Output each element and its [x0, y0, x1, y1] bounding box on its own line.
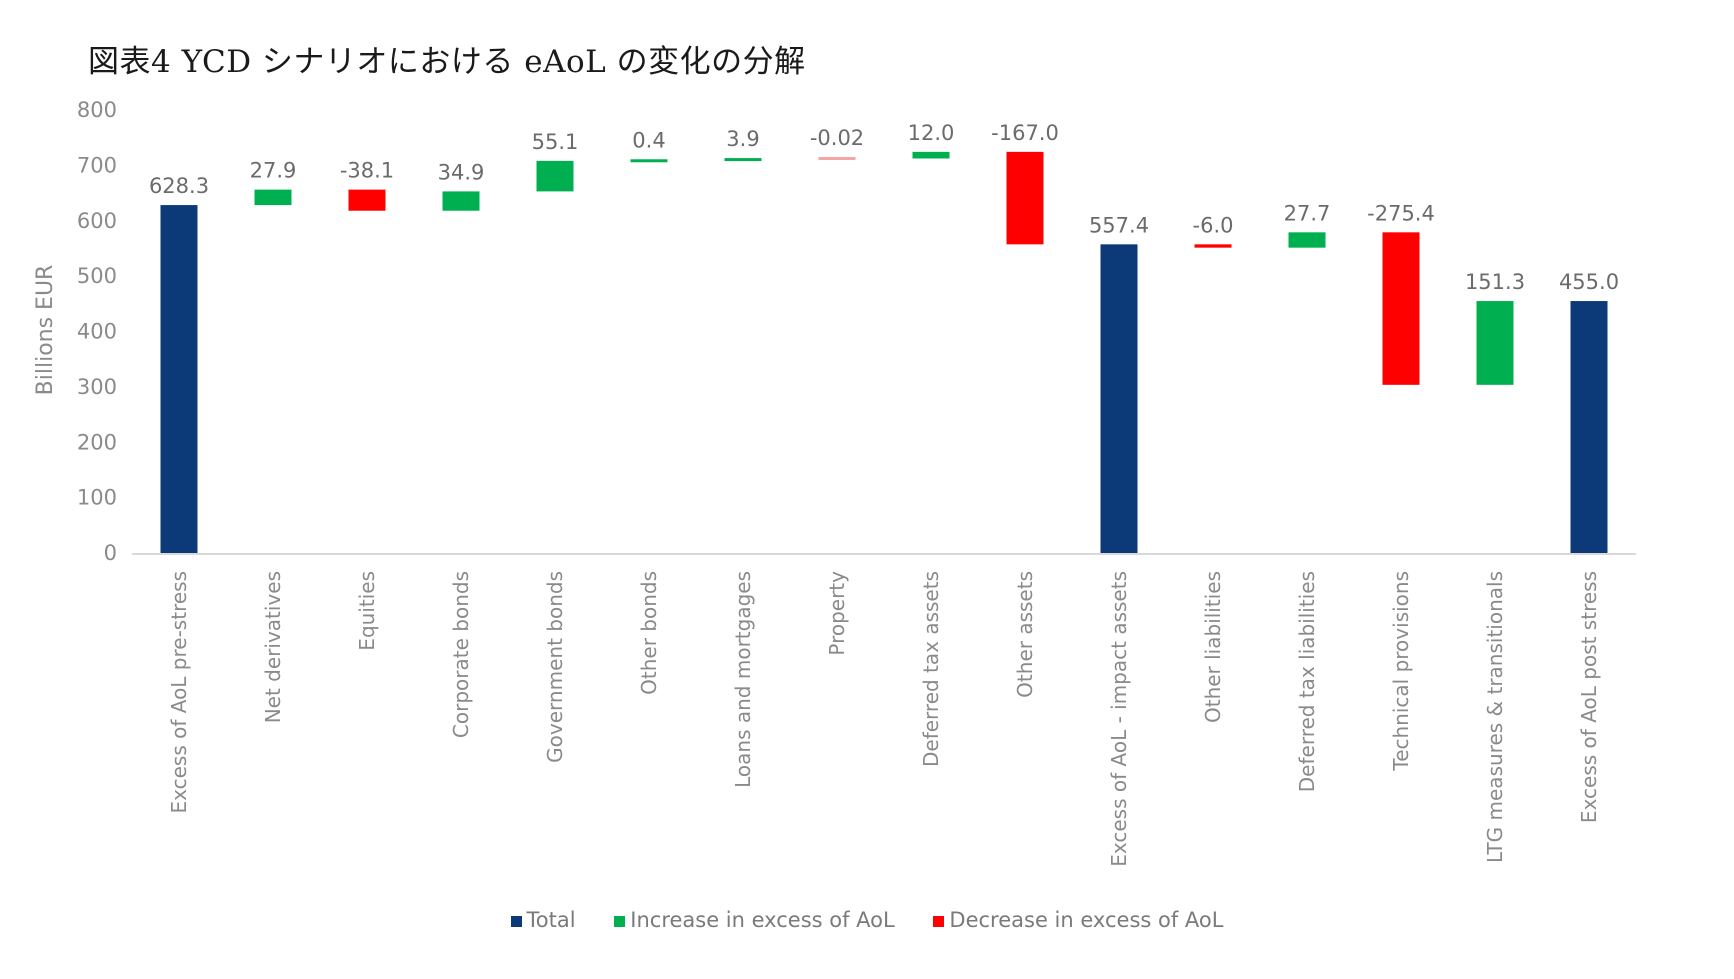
data-label: 0.4: [632, 128, 665, 152]
data-label: -275.4: [1367, 201, 1435, 225]
category-label: Deferred tax liabilities: [1295, 571, 1319, 792]
data-label: -167.0: [991, 121, 1059, 145]
bar-increase: [630, 159, 668, 163]
data-label: 55.1: [532, 130, 579, 154]
bar-total: [1570, 301, 1608, 553]
bar-increase: [536, 160, 574, 192]
bar-increase: [1476, 301, 1514, 385]
category-label: Excess of AoL post stress: [1577, 571, 1601, 823]
bar-increase: [912, 151, 950, 159]
data-label: 151.3: [1465, 270, 1525, 294]
y-axis-ticks: 0 100 200 300 400 500 600 700 800: [77, 98, 117, 565]
data-label: 27.9: [250, 159, 297, 183]
data-label: -0.02: [810, 126, 864, 150]
category-label: Government bonds: [543, 571, 567, 763]
data-label: 34.9: [438, 160, 485, 184]
data-label: 3.9: [726, 127, 759, 151]
category-label: Other assets: [1013, 571, 1037, 698]
data-labels-group: 628.3 27.9 -38.1 34.9 55.1 0.4 3.9 -0.02 12.0 -16…: [149, 121, 1619, 294]
category-label: Loans and mortgages: [731, 571, 755, 788]
y-tick-label: 100: [77, 486, 117, 510]
category-label: Other bonds: [637, 571, 661, 695]
bar-decrease: [1194, 244, 1232, 248]
y-tick-label: 200: [77, 430, 117, 454]
legend-label-total: Total: [526, 908, 576, 932]
bar-increase: [254, 189, 292, 206]
y-tick-label: 0: [104, 541, 117, 565]
bar-increase: [1288, 232, 1326, 248]
bar-increase: [442, 191, 480, 211]
data-label: -38.1: [340, 159, 394, 183]
bar-decrease: [348, 189, 386, 211]
category-label: Other liabilities: [1201, 571, 1225, 723]
legend-swatch-decrease: [933, 915, 945, 927]
legend: Total Increase in excess of AoL Decrease…: [0, 908, 1734, 932]
category-label: Deferred tax assets: [919, 571, 943, 767]
legend-swatch-total: [510, 915, 522, 927]
legend-item-decrease: Decrease in excess of AoL: [933, 908, 1223, 932]
y-tick-label: 700: [77, 153, 117, 177]
legend-label-decrease: Decrease in excess of AoL: [949, 908, 1224, 932]
category-label: Technical provisions: [1389, 571, 1413, 772]
category-label: Equities: [355, 571, 379, 651]
bar-decrease: [818, 157, 856, 161]
data-label: 12.0: [908, 121, 955, 145]
category-labels-group: Excess of AoL pre-stress Net derivatives E…: [167, 571, 1601, 867]
bar-increase: [724, 158, 762, 162]
bars-group: [160, 151, 1608, 554]
y-tick-label: 800: [77, 98, 117, 122]
bar-total: [1100, 244, 1138, 553]
data-label: 628.3: [149, 174, 209, 198]
category-label: Excess of AoL pre-stress: [167, 571, 191, 814]
category-label: Property: [825, 571, 849, 656]
category-label: Corporate bonds: [449, 571, 473, 738]
y-tick-label: 400: [77, 320, 117, 344]
legend-label-increase: Increase in excess of AoL: [630, 908, 895, 932]
legend-item-increase: Increase in excess of AoL: [614, 908, 895, 932]
legend-swatch-increase: [614, 915, 626, 927]
y-tick-label: 500: [77, 264, 117, 288]
data-label: -6.0: [1193, 213, 1234, 237]
bar-total: [160, 205, 198, 554]
data-label: 455.0: [1559, 270, 1619, 294]
y-tick-label: 300: [77, 375, 117, 399]
bar-decrease: [1006, 151, 1044, 245]
category-label: LTG measures & transitionals: [1483, 571, 1507, 863]
y-axis-label: Billions EUR: [33, 265, 58, 396]
legend-item-total: Total: [510, 908, 576, 932]
y-tick-label: 600: [77, 209, 117, 233]
waterfall-chart: 0 100 200 300 400 500 600 700 800 Billions EUR 6…: [33, 98, 1636, 867]
data-label: 27.7: [1284, 201, 1331, 225]
category-label: Net derivatives: [261, 571, 285, 723]
data-label: 557.4: [1089, 213, 1149, 237]
chart-title: 図表4 YCD シナリオにおける eAoL の変化の分解: [88, 44, 806, 80]
category-label: Excess of AoL - impact assets: [1107, 571, 1131, 867]
bar-decrease: [1382, 232, 1420, 385]
